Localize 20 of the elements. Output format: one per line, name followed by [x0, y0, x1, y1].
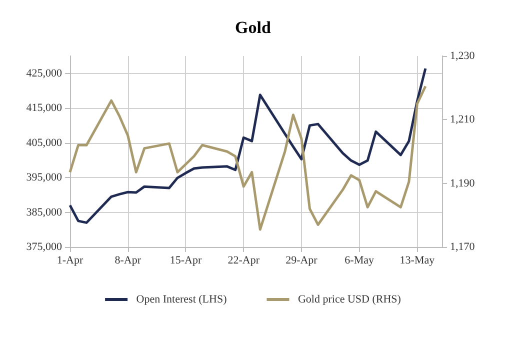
y-tick-label: 415,000 — [26, 102, 62, 114]
x-tick-label: 1-Apr — [56, 254, 84, 266]
y-tick-label: 385,000 — [26, 206, 62, 218]
y2-tick-label: 1,230 — [450, 50, 476, 62]
x-tick-label: 8-Apr — [114, 254, 142, 266]
legend-label: Open Interest (LHS) — [136, 294, 228, 306]
y-tick-label: 375,000 — [26, 241, 62, 253]
legend-label: Gold price USD (RHS) — [298, 294, 402, 306]
x-tick-label: 6-May — [344, 254, 374, 266]
x-tick-label: 22-Apr — [228, 254, 260, 266]
x-tick-label: 13-May — [400, 254, 436, 266]
y-tick-label: 405,000 — [26, 136, 62, 149]
x-tick-label: 29-Apr — [286, 254, 318, 266]
chart-title: Gold — [235, 18, 272, 37]
y2-tick-label: 1,210 — [450, 114, 476, 126]
y2-tick-label: 1,190 — [450, 177, 476, 190]
y-tick-label: 425,000 — [26, 67, 62, 80]
x-tick-label: 15-Apr — [170, 254, 202, 266]
y-tick-label: 395,000 — [26, 172, 62, 184]
y2-tick-label: 1,170 — [450, 241, 476, 253]
